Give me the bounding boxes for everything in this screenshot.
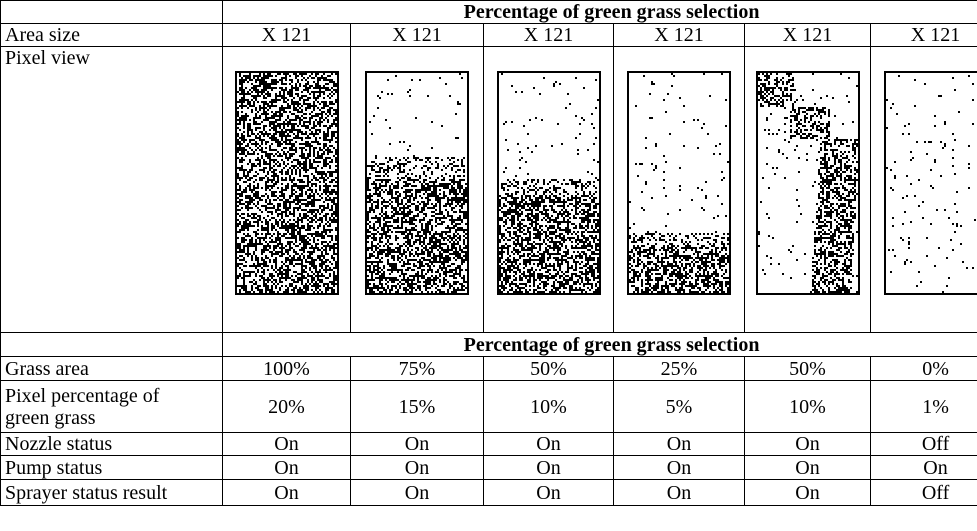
cell: 5% [614, 381, 745, 433]
pixel-noise [499, 73, 599, 293]
cell: 10% [484, 381, 614, 433]
cell: 15% [351, 381, 484, 433]
cell: On [484, 456, 614, 480]
cell: On [614, 433, 745, 456]
pixel-noise [886, 75, 977, 293]
pixel-image [627, 71, 731, 295]
row-label: Area size [1, 24, 223, 47]
row-label: Pump status [1, 456, 223, 480]
cell: X 121 [223, 24, 351, 47]
row-label: Sprayer status result [1, 480, 223, 506]
pixel-noise [237, 73, 337, 293]
cell: On [614, 456, 745, 480]
cell: On [871, 456, 977, 480]
cell: On [484, 480, 614, 506]
table-row: Percentage of green grass selection [1, 1, 977, 24]
cell: On [351, 433, 484, 456]
row-label-text: Pixel percentage of green grass [5, 385, 180, 429]
cell: On [351, 456, 484, 480]
pixel-frame [885, 72, 977, 294]
pixel-cell [484, 47, 614, 333]
cell: 50% [484, 357, 614, 381]
cell [1, 333, 223, 357]
cell: On [745, 480, 871, 506]
cell: Percentage of green grass selection [223, 1, 977, 24]
pixel-cell [351, 47, 484, 333]
pixel-image [235, 71, 339, 295]
cell: 0% [871, 357, 977, 381]
pixel-image [365, 71, 469, 295]
cell: X 121 [614, 24, 745, 47]
cell: On [223, 456, 351, 480]
cell: 25% [614, 357, 745, 381]
pixel-cell [223, 47, 351, 333]
cell: 100% [223, 357, 351, 381]
pixel-noise [629, 73, 729, 293]
row-label: Grass area [1, 357, 223, 381]
pixel-image [756, 71, 860, 295]
cell: 20% [223, 381, 351, 433]
cell: On [745, 433, 871, 456]
pixel-cell [871, 47, 977, 333]
cell: 10% [745, 381, 871, 433]
cell: On [745, 456, 871, 480]
cell: Off [871, 433, 977, 456]
cell [1, 1, 223, 24]
row-label: Nozzle status [1, 433, 223, 456]
cell: On [484, 433, 614, 456]
table-row: Percentage of green grass selection [1, 333, 977, 357]
cell: X 121 [871, 24, 977, 47]
pixel-noise [758, 73, 858, 293]
table-row: Pixel view [1, 47, 977, 333]
page: Percentage of green grass selectionArea … [0, 0, 977, 531]
row-label: Pixel view [1, 47, 223, 333]
pixel-image [497, 71, 601, 295]
cell: 50% [745, 357, 871, 381]
pixel-image [884, 71, 977, 295]
cell: On [351, 480, 484, 506]
cell: On [614, 480, 745, 506]
pixel-cell [745, 47, 871, 333]
cell: Percentage of green grass selection [223, 333, 977, 357]
cell: X 121 [484, 24, 614, 47]
cell: Off [871, 480, 977, 506]
cell: On [223, 480, 351, 506]
cell: 75% [351, 357, 484, 381]
row-label: Pixel percentage of green grass [1, 381, 223, 433]
cell: On [223, 433, 351, 456]
pixel-frame [757, 72, 859, 294]
cell: 1% [871, 381, 977, 433]
cell: X 121 [351, 24, 484, 47]
cell: X 121 [745, 24, 871, 47]
pixel-cell [614, 47, 745, 333]
pixel-noise [367, 73, 467, 293]
